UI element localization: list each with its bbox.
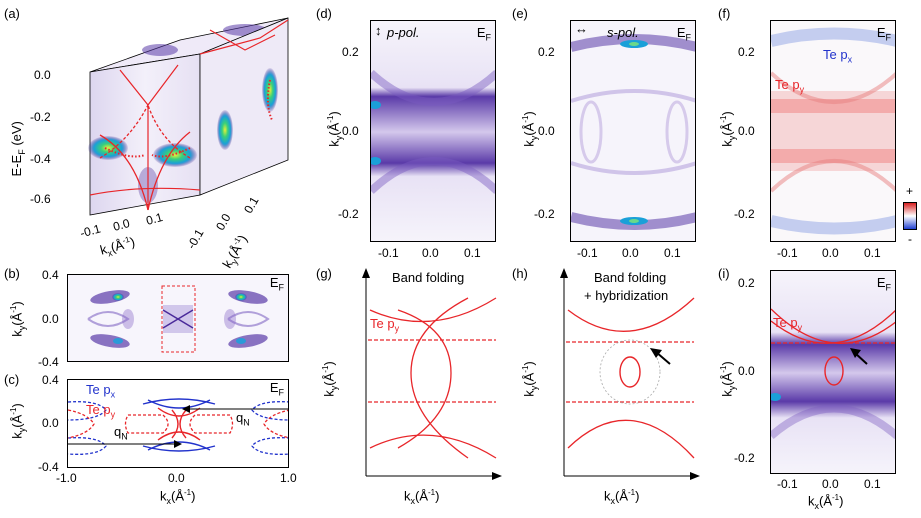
panel-c-ytick: -0.4 <box>38 460 59 474</box>
panel-f-plot: EF Te px Te py <box>770 20 896 242</box>
panel-b-ylabel: ky(Å-1) <box>9 301 27 337</box>
panel-e-ytick: -0.2 <box>534 207 555 221</box>
panel-g-xlabel: kx(Å-1) <box>404 488 440 506</box>
panel-d-xtick: 0.0 <box>422 246 439 260</box>
cube-right-face <box>199 17 289 196</box>
panel-b-tag: (b) <box>4 266 20 281</box>
panel-e-pol-label: s-pol. <box>607 25 639 40</box>
panel-f-ef-label: EF <box>876 25 891 43</box>
panel-i-ylabel: ky(Å-1) <box>719 361 737 397</box>
panel-b-ef-label: EF <box>269 275 284 293</box>
panel-c-plot: EF Te px Te py qN qN <box>67 379 289 468</box>
panel-d-xtick: 0.1 <box>464 246 481 260</box>
panel-a-ytick: -0.4 <box>30 152 51 166</box>
panel-c-ylabel: ky(Å-1) <box>9 403 27 439</box>
panel-d-ef-label: EF <box>476 25 491 43</box>
panel-i-ytick: -0.2 <box>734 451 755 465</box>
panel-c-ytick: 0.0 <box>42 416 59 430</box>
panel-f-ytick: 0.2 <box>738 45 755 59</box>
panel-h-title1: Band folding <box>594 270 667 285</box>
panel-f-xtick: 0.1 <box>864 246 881 260</box>
panel-i-ef-label: EF <box>876 275 891 293</box>
panel-g-schematic <box>362 268 502 480</box>
panel-a-ytick: 0.0 <box>34 68 51 82</box>
panel-d-xtick: -0.1 <box>378 246 399 260</box>
panel-i-ytick: 0.0 <box>738 364 755 378</box>
panel-e-plot: ↔ s-pol. EF <box>570 20 696 242</box>
panel-a-ylabel: E-EF (eV) <box>9 121 27 177</box>
panel-c-te-px-label: Te px <box>86 382 116 400</box>
panel-c-qn-label: qN <box>236 410 250 428</box>
panel-d-ytick: -0.2 <box>338 207 359 221</box>
panel-d-pol-label: p-pol. <box>387 25 420 40</box>
panel-e-pol-arrow: ↔ <box>575 21 588 36</box>
panel-b-ytick: 0.0 <box>42 312 59 326</box>
panel-e-ytick: 0.2 <box>538 45 555 59</box>
panel-a-kxlabel: kx(Å-1) <box>98 234 137 259</box>
panel-i-xlabel: kx(Å-1) <box>808 493 844 511</box>
panel-i-te-py-label: Te py <box>773 315 803 333</box>
panel-f-tag: (f) <box>718 6 731 21</box>
panel-c-xtick: 1.0 <box>280 471 297 485</box>
panel-g-tag: (g) <box>316 266 332 281</box>
panel-c-te-py-label: Te py <box>86 402 116 420</box>
panel-f-xtick: -0.1 <box>777 246 798 260</box>
panel-f-ytick: 0.0 <box>738 124 755 138</box>
panel-h-xlabel: kx(Å-1) <box>604 488 640 506</box>
panel-e-tag: (e) <box>512 6 528 21</box>
panel-b-plot: EF <box>67 274 289 362</box>
colorbar-minus: - <box>908 232 912 246</box>
panel-i-xtick: 0.1 <box>864 477 881 491</box>
panel-d-ytick: 0.0 <box>342 124 359 138</box>
panel-i-xtick: 0.0 <box>822 477 839 491</box>
panel-a-kylabel: ky(Å-1) <box>219 232 251 271</box>
panel-c-tag: (c) <box>4 372 20 387</box>
panel-i-xtick: -0.1 <box>777 477 798 491</box>
panel-a-ytick: -0.2 <box>30 110 51 124</box>
panel-e-xtick: 0.0 <box>622 246 639 260</box>
panel-f-xtick: 0.0 <box>822 246 839 260</box>
panel-e-ylabel: ky(Å-1) <box>521 111 539 147</box>
panel-e-xtick: 0.1 <box>664 246 681 260</box>
panel-g-te-py-label: Te py <box>370 316 400 334</box>
panel-b-ytick: 0.4 <box>42 268 59 282</box>
panel-c-ytick: 0.4 <box>42 373 59 387</box>
panel-h-ylabel: ky(Å-1) <box>521 361 539 397</box>
panel-c-xtick: -1.0 <box>56 471 77 485</box>
panel-c-xtick: 0.0 <box>168 471 185 485</box>
panel-e-ytick: 0.0 <box>538 124 555 138</box>
panel-g-ylabel: ky(Å-1) <box>321 361 339 397</box>
panel-f-ytick: -0.2 <box>734 207 755 221</box>
panel-f-te-py-label: Te py <box>775 77 805 95</box>
panel-d-plot: ↕ p-pol. EF <box>370 20 496 242</box>
panel-g-title: Band folding <box>392 270 465 285</box>
panel-a-3d-cube <box>88 17 289 216</box>
panel-d-pol-arrow: ↕ <box>375 23 382 38</box>
panel-b-ytick: -0.4 <box>38 355 59 369</box>
panel-f-ylabel: ky(Å-1) <box>719 111 737 147</box>
panel-i-ytick: 0.2 <box>738 276 755 290</box>
panel-h-tag: (h) <box>512 266 528 281</box>
colorbar <box>903 202 917 230</box>
panel-d-tag: (d) <box>316 6 332 21</box>
panel-e-ef-label: EF <box>676 25 691 43</box>
panel-h-schematic <box>560 268 700 480</box>
panel-a-tag: (a) <box>4 6 20 21</box>
panel-i-tag: (i) <box>718 266 730 281</box>
panel-c-qn-label: qN <box>114 424 128 442</box>
colorbar-plus: + <box>906 184 914 198</box>
panel-f-te-px-label: Te px <box>823 47 853 65</box>
panel-d-ytick: 0.2 <box>342 45 359 59</box>
panel-c-xlabel: kx(Å-1) <box>160 488 196 506</box>
panel-c-ef-label: EF <box>269 380 284 398</box>
panel-e-xtick: -0.1 <box>577 246 598 260</box>
panel-h-title2: + hybridization <box>584 288 669 303</box>
panel-i-plot: EF Te py <box>770 270 896 474</box>
panel-a-ytick: -0.6 <box>30 192 51 206</box>
